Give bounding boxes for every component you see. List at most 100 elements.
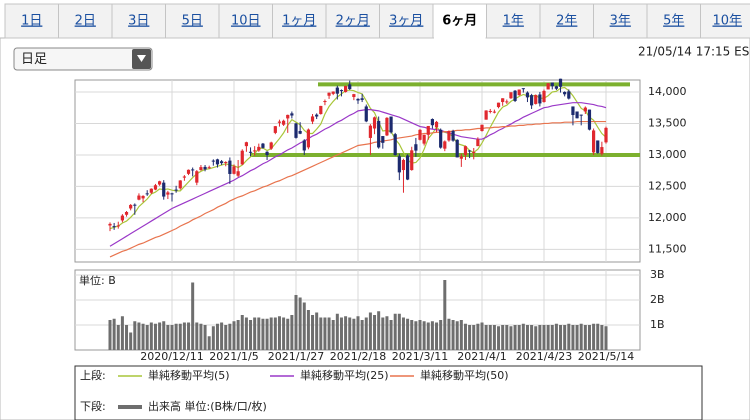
candle-body bbox=[344, 85, 348, 92]
tab-label[interactable]: 1日 bbox=[21, 14, 42, 29]
candle-body bbox=[277, 121, 282, 123]
candle-body bbox=[133, 204, 137, 206]
tab-label[interactable]: 1ヶ月 bbox=[282, 14, 316, 29]
tab-label[interactable]: 3日 bbox=[128, 14, 149, 29]
tab-label[interactable]: 5日 bbox=[182, 14, 203, 29]
candle-body bbox=[571, 106, 575, 116]
volume-bar bbox=[294, 295, 298, 350]
volume-bar bbox=[418, 320, 422, 350]
tab[interactable] bbox=[700, 3, 750, 39]
tab[interactable] bbox=[379, 3, 434, 39]
volume-bar bbox=[178, 323, 182, 350]
tab-label[interactable]: 2日 bbox=[75, 14, 96, 29]
tab-label[interactable]: 1年 bbox=[503, 14, 524, 29]
tab[interactable] bbox=[539, 3, 594, 39]
candle-body bbox=[501, 98, 505, 103]
candle-body bbox=[269, 142, 273, 149]
candle-body bbox=[294, 123, 298, 138]
candle-body bbox=[476, 139, 480, 147]
volume-bar bbox=[265, 318, 269, 350]
candle-body bbox=[430, 119, 434, 126]
dropdown-value[interactable]: 日足 bbox=[21, 52, 47, 67]
candle-body bbox=[348, 84, 352, 90]
tab-label[interactable]: 2年 bbox=[556, 14, 577, 29]
legend-box bbox=[74, 365, 703, 420]
volume-bar bbox=[554, 323, 558, 350]
volume-bar bbox=[422, 321, 426, 350]
candle-body bbox=[567, 91, 571, 99]
tab[interactable] bbox=[646, 3, 701, 39]
volume-bar bbox=[542, 325, 546, 350]
volume-bar bbox=[501, 325, 505, 350]
tab[interactable] bbox=[325, 3, 380, 39]
volume-bar bbox=[182, 322, 186, 350]
volume-bar bbox=[344, 316, 348, 350]
x-tick-label: 2021/5/14 bbox=[578, 350, 634, 363]
candle-body bbox=[587, 109, 592, 130]
candle-body bbox=[513, 90, 517, 101]
candle-body bbox=[439, 129, 443, 148]
tab[interactable] bbox=[272, 3, 327, 39]
volume-unit: 単位: B bbox=[79, 273, 116, 287]
tab[interactable] bbox=[593, 3, 648, 39]
candle-body bbox=[455, 139, 459, 158]
candle-body bbox=[451, 131, 455, 141]
dropdown[interactable] bbox=[13, 47, 153, 71]
candle-body bbox=[472, 152, 476, 154]
volume-bar bbox=[571, 325, 575, 350]
tab-selected[interactable] bbox=[432, 3, 487, 39]
tab-label[interactable]: 10年 bbox=[712, 14, 742, 29]
volume-bar bbox=[298, 297, 302, 350]
volume-bar bbox=[513, 325, 517, 350]
tab-label[interactable]: 5年 bbox=[663, 14, 684, 29]
tab-label[interactable]: 6ヶ月 bbox=[442, 14, 477, 29]
volume-bar bbox=[401, 317, 405, 350]
candle-body bbox=[207, 167, 211, 169]
volume-bar bbox=[141, 323, 145, 350]
candle-body bbox=[298, 131, 302, 134]
volume-bar bbox=[439, 320, 443, 350]
candle-body bbox=[426, 125, 430, 135]
candle-body bbox=[248, 151, 253, 153]
tab[interactable] bbox=[218, 3, 273, 39]
volume-bar bbox=[331, 320, 335, 350]
candle-body bbox=[546, 83, 550, 90]
volume-bar bbox=[356, 316, 360, 350]
candle-body bbox=[463, 146, 468, 155]
volume-bar bbox=[286, 318, 290, 350]
volume-bar bbox=[240, 315, 244, 350]
y-tick-label: 12,500 bbox=[648, 179, 687, 192]
tab-label[interactable]: 2ヶ月 bbox=[336, 14, 370, 29]
candle-body bbox=[534, 95, 538, 104]
y-tick-label: 13,000 bbox=[648, 148, 687, 161]
volume-bar bbox=[174, 323, 178, 350]
candle-body bbox=[389, 116, 393, 133]
volume-bar bbox=[430, 321, 434, 350]
tab-bar: 1日 2日 3日 5日 10日 1ヶ月 2ヶ月 3ヶ月 6ヶ月 1年 2年 3年 5年 10年 bbox=[4, 3, 750, 39]
x-tick-label: 2021/1/5 bbox=[209, 350, 258, 363]
tab-label[interactable]: 10日 bbox=[231, 14, 261, 29]
volume-bar bbox=[133, 321, 137, 350]
candle-body bbox=[525, 92, 530, 98]
tab[interactable] bbox=[165, 3, 220, 39]
volume-bar bbox=[459, 320, 463, 350]
volume-bar bbox=[414, 321, 418, 350]
volume-bar bbox=[187, 322, 191, 350]
tab-label[interactable]: 3年 bbox=[610, 14, 631, 29]
candle-body bbox=[356, 98, 360, 101]
candle-body bbox=[220, 161, 224, 164]
tab-label[interactable]: 3ヶ月 bbox=[389, 14, 423, 29]
candle-body bbox=[579, 114, 583, 116]
tab[interactable] bbox=[4, 3, 59, 39]
volume-bar bbox=[129, 332, 133, 350]
y-tick-label: 11,500 bbox=[648, 242, 687, 255]
volume-bar bbox=[373, 315, 377, 350]
candle-body bbox=[517, 89, 521, 96]
volume-bar bbox=[166, 325, 170, 350]
candle-body bbox=[509, 92, 513, 99]
tab[interactable] bbox=[111, 3, 166, 39]
x-tick-label: 2021/1/27 bbox=[268, 350, 324, 363]
volume-bar bbox=[339, 317, 343, 350]
candle-body bbox=[422, 134, 426, 144]
